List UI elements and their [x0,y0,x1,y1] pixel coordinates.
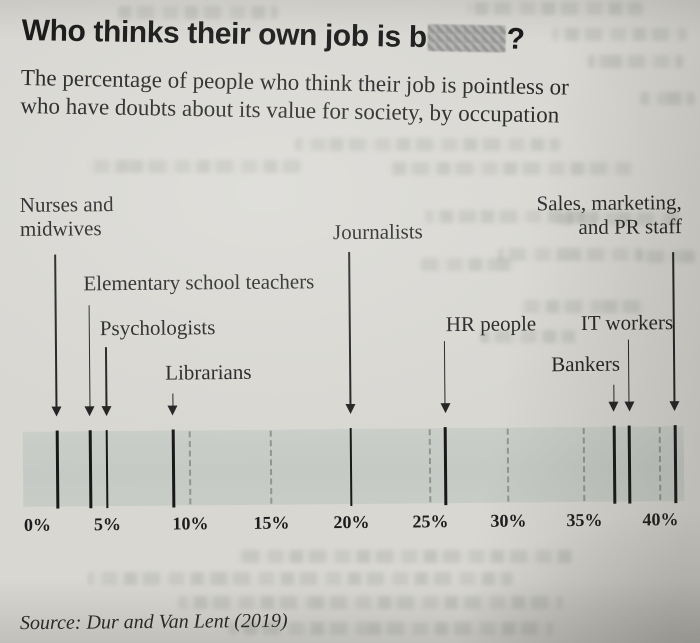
bleedthrough-strip [588,55,683,68]
occupation-label: Librarians [165,359,252,385]
bleedthrough-strip [480,330,575,343]
x-axis-tick-label: 25% [412,511,449,532]
pointer-arrowhead-icon [84,406,95,417]
bleedthrough-strip [420,258,515,271]
x-axis-tick-label: 0% [23,514,52,535]
bleedthrough-strip [118,6,278,19]
bleedthrough-strip [640,250,695,263]
bleedthrough-strip [178,596,563,609]
x-axis: 0% 5% 10% 15% 20% 25% 30% 35% 40% [0,0,696,535]
pointer-arrow-shaft [88,305,91,408]
pointer-arrowhead-icon [624,401,635,412]
x-axis-tick-label: 35% [566,509,603,531]
bleedthrough-strip [88,572,513,585]
pointer-arrow-shaft [105,347,108,408]
x-axis-tick-label: 5% [93,514,122,535]
pointer-arrowhead-icon [608,401,619,412]
occupation-label: Elementary school teachers [83,269,315,296]
bleedthrough-strip [555,212,680,225]
x-axis-tick-label: 15% [253,512,290,533]
x-axis-tick-label: 20% [333,511,370,533]
occupation-label: Sales, marketing, and PR staff [536,190,683,239]
bleedthrough-strip [640,92,695,105]
occupation-label: HR people [445,311,537,337]
pointer-arrow-shaft [612,384,615,403]
x-axis-tick-label: 40% [642,509,679,530]
bleedthrough-strip [425,210,600,223]
bleedthrough-strip [520,300,645,313]
bleedthrough-strip [88,160,303,173]
pointer-arrowhead-icon [440,403,451,414]
pointer-arrow-shaft [443,341,446,405]
pointer-arrow-shaft [627,339,630,403]
pointer-arrowhead-icon [345,403,356,415]
occupation-label: Bankers [551,351,621,377]
x-axis-tick-label: 10% [172,513,209,534]
bleedthrough-strip [228,622,553,635]
bleedthrough-strip [552,28,687,41]
bleedthrough-strip [498,248,643,261]
occupation-label: Psychologists [99,315,216,341]
x-axis-tick-label: 30% [490,510,527,531]
pointer-arrowhead-icon [101,406,112,417]
occupation-label: Journalists [332,219,423,245]
pointer-arrowhead-icon [167,405,178,416]
bleedthrough-strip [295,138,560,151]
pointer-arrow-shaft [54,254,58,408]
bleedthrough-strip [468,2,643,15]
occupation-label: IT workers [580,310,674,335]
pointer-arrowhead-icon [669,401,680,412]
bleedthrough-strip [388,162,633,175]
pointer-arrowhead-icon [51,406,62,417]
occupation-label: Nurses and midwives [19,192,114,241]
source-note: Source: Dur and Van Lent (2019) [19,609,288,635]
bleedthrough-strip [238,550,573,563]
